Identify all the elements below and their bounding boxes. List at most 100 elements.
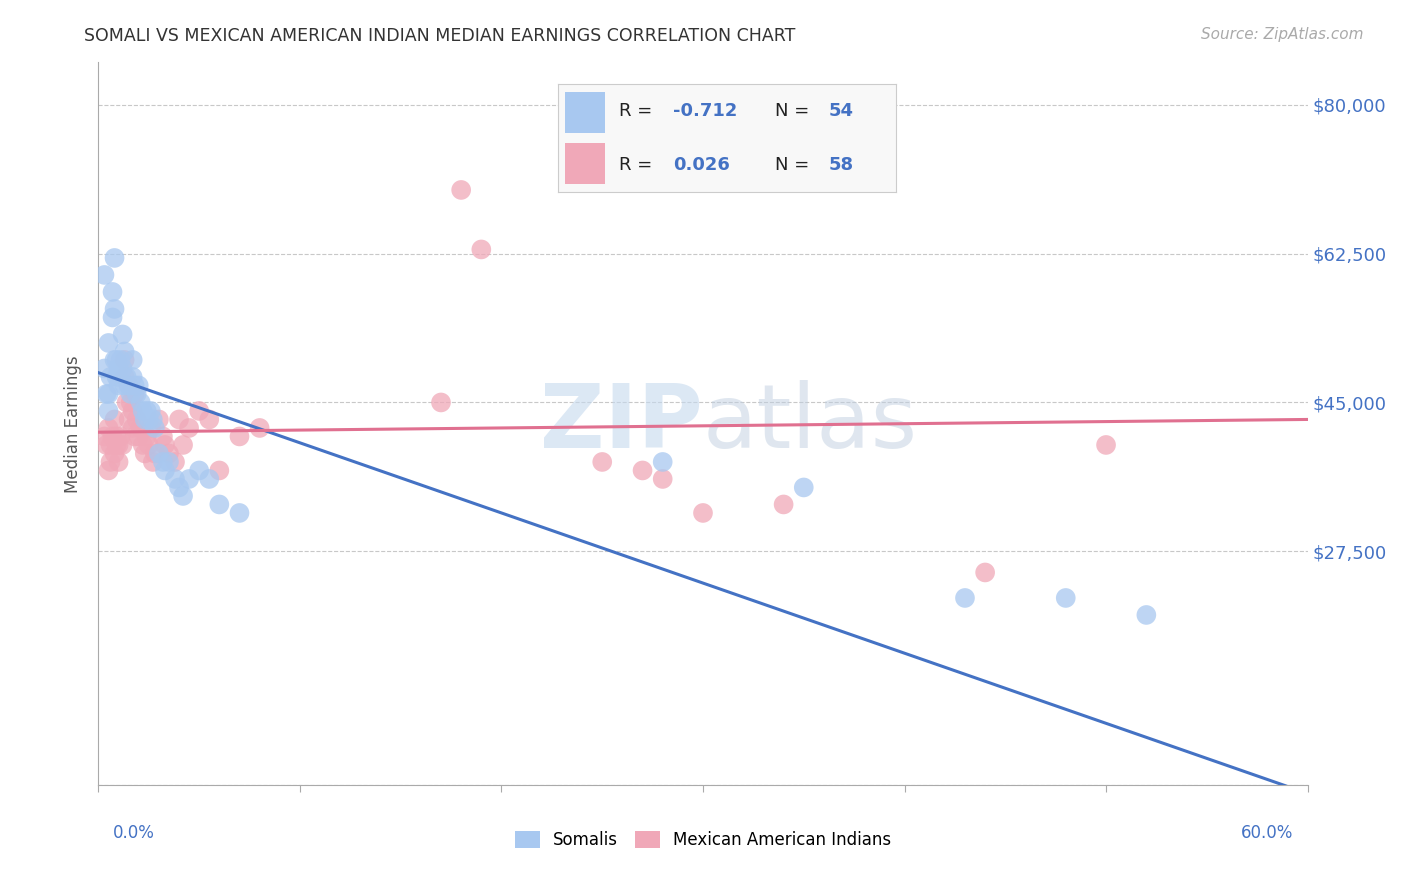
Point [249, 421, 271, 435]
Point [228, 429, 250, 443]
Point [128, 429, 150, 443]
Point [143, 421, 166, 435]
Text: SOMALI VS MEXICAN AMERICAN INDIAN MEDIAN EARNINGS CORRELATION CHART: SOMALI VS MEXICAN AMERICAN INDIAN MEDIAN… [84, 27, 796, 45]
Point [114, 370, 136, 384]
Point [124, 378, 146, 392]
Point [114, 344, 136, 359]
Point [631, 463, 654, 477]
Point [121, 353, 143, 368]
Point [124, 429, 146, 443]
Point [450, 183, 472, 197]
Point [651, 455, 673, 469]
Point [1135, 607, 1157, 622]
Point [103, 301, 125, 316]
Point [101, 285, 124, 299]
Point [103, 412, 125, 426]
Point [107, 438, 129, 452]
Point [153, 463, 176, 477]
Point [179, 421, 201, 435]
Point [125, 412, 148, 426]
Point [121, 404, 143, 418]
Point [138, 438, 160, 452]
Point [105, 353, 128, 368]
Point [120, 387, 142, 401]
Point [135, 404, 157, 418]
Point [114, 353, 136, 368]
Point [142, 455, 165, 469]
Point [172, 438, 194, 452]
Point [157, 455, 180, 469]
Point [139, 404, 162, 418]
Point [121, 421, 143, 435]
Point [157, 446, 180, 460]
Point [105, 370, 128, 384]
Point [93, 429, 115, 443]
Point [103, 251, 125, 265]
Y-axis label: Median Earnings: Median Earnings [65, 355, 83, 492]
Point [105, 438, 128, 452]
Point [129, 395, 152, 409]
Point [163, 472, 186, 486]
Point [110, 353, 132, 368]
Point [163, 455, 186, 469]
Point [111, 327, 134, 342]
Point [110, 429, 132, 443]
Point [93, 268, 115, 282]
Point [101, 310, 124, 325]
Point [430, 395, 453, 409]
Text: atlas: atlas [703, 380, 918, 467]
Point [153, 438, 176, 452]
Point [1095, 438, 1118, 452]
Point [793, 480, 815, 494]
Point [118, 378, 141, 392]
Point [103, 446, 125, 460]
Point [132, 438, 155, 452]
Point [1054, 591, 1077, 605]
Point [97, 463, 120, 477]
Point [143, 446, 166, 460]
Point [470, 243, 492, 257]
Point [148, 446, 170, 460]
Point [107, 378, 129, 392]
Point [772, 498, 794, 512]
Point [97, 404, 120, 418]
Point [124, 387, 146, 401]
Point [974, 566, 997, 580]
Point [120, 395, 142, 409]
Point [167, 480, 190, 494]
Point [132, 404, 155, 418]
Text: 60.0%: 60.0% [1241, 824, 1294, 842]
Point [208, 463, 231, 477]
Point [198, 412, 221, 426]
Point [139, 421, 162, 435]
Point [188, 463, 211, 477]
Point [96, 387, 118, 401]
Point [188, 404, 211, 418]
Point [97, 421, 120, 435]
Point [101, 429, 124, 443]
Point [93, 361, 115, 376]
Point [114, 378, 136, 392]
Point [118, 412, 141, 426]
Point [100, 438, 122, 452]
Point [103, 353, 125, 368]
Point [138, 412, 160, 426]
Point [96, 438, 118, 452]
Point [105, 429, 128, 443]
Point [107, 361, 129, 376]
Point [129, 421, 152, 435]
Point [651, 472, 673, 486]
Point [148, 412, 170, 426]
Point [115, 370, 138, 384]
Point [152, 455, 174, 469]
Point [111, 438, 134, 452]
Point [111, 361, 134, 376]
Text: ZIP: ZIP [540, 380, 703, 467]
Point [100, 455, 122, 469]
Point [134, 412, 156, 426]
Text: 0.0%: 0.0% [112, 824, 155, 842]
Point [97, 387, 120, 401]
Point [134, 446, 156, 460]
Point [591, 455, 613, 469]
Point [208, 498, 231, 512]
